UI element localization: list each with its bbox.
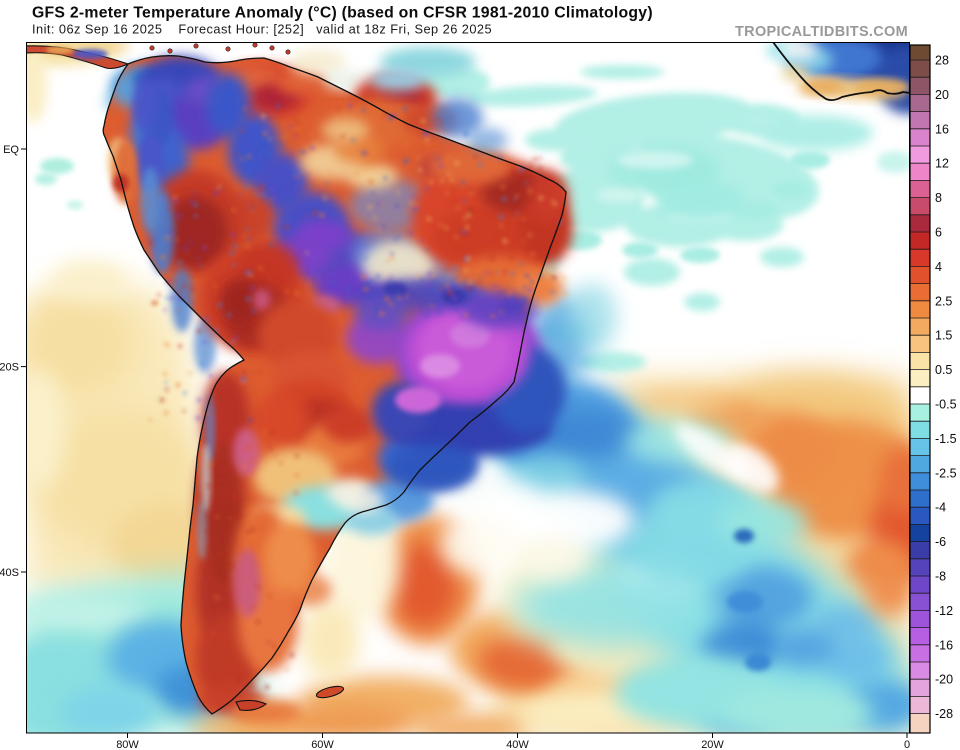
- svg-text:60W: 60W: [311, 739, 334, 750]
- svg-text:-0.5: -0.5: [935, 398, 957, 412]
- svg-text:80W: 80W: [116, 739, 139, 750]
- svg-text:2.5: 2.5: [935, 294, 952, 308]
- svg-text:-12: -12: [935, 604, 953, 618]
- svg-text:20S: 20S: [0, 362, 19, 374]
- svg-text:16: 16: [935, 122, 949, 136]
- svg-text:40W: 40W: [506, 739, 529, 750]
- svg-text:-4: -4: [935, 501, 946, 515]
- svg-text:-16: -16: [935, 638, 953, 652]
- svg-text:-6: -6: [935, 535, 946, 549]
- svg-text:-8: -8: [935, 570, 946, 584]
- svg-text:-20: -20: [935, 673, 953, 687]
- svg-text:4: 4: [935, 260, 942, 274]
- svg-text:8: 8: [935, 191, 942, 205]
- svg-text:-2.5: -2.5: [935, 466, 957, 480]
- svg-text:1.5: 1.5: [935, 329, 952, 343]
- svg-text:20W: 20W: [701, 739, 724, 750]
- svg-text:Init: 06z Sep 16 2025 Forec: Init: 06z Sep 16 2025 Forecast Hour: [25…: [32, 22, 492, 37]
- svg-text:GFS 2-meter Temperature Anomal: GFS 2-meter Temperature Anomaly (°C) (ba…: [32, 5, 653, 22]
- svg-text:20: 20: [935, 88, 949, 102]
- svg-text:0.5: 0.5: [935, 363, 952, 377]
- svg-text:EQ: EQ: [3, 144, 19, 156]
- svg-text:-28: -28: [935, 707, 953, 721]
- svg-text:40S: 40S: [0, 567, 19, 579]
- svg-text:-1.5: -1.5: [935, 432, 957, 446]
- svg-text:28: 28: [935, 54, 949, 68]
- svg-text:6: 6: [935, 226, 942, 240]
- svg-text:0: 0: [904, 739, 910, 750]
- svg-text:TROPICALTIDBITS.COM: TROPICALTIDBITS.COM: [735, 24, 908, 40]
- svg-text:12: 12: [935, 157, 949, 171]
